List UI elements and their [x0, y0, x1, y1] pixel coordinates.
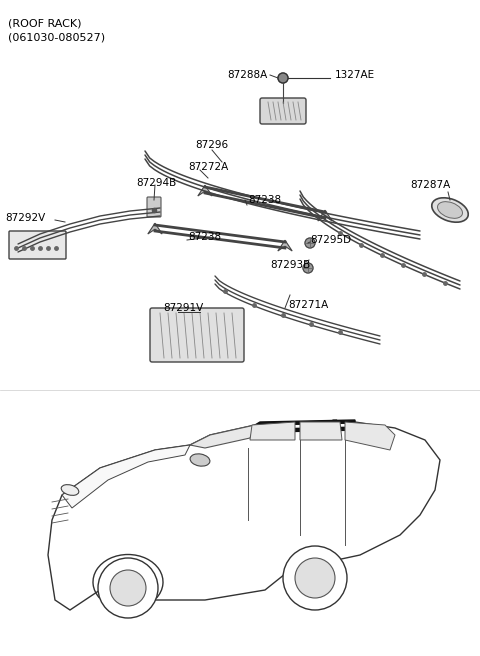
Polygon shape: [265, 427, 360, 435]
Text: (ROOF RACK): (ROOF RACK): [8, 18, 82, 28]
Polygon shape: [300, 422, 342, 440]
Text: 87295D: 87295D: [310, 235, 351, 245]
Polygon shape: [278, 240, 292, 251]
Text: 87288A: 87288A: [228, 70, 268, 80]
Polygon shape: [250, 422, 295, 440]
Text: 87296: 87296: [195, 140, 228, 150]
Polygon shape: [48, 422, 440, 610]
Circle shape: [98, 558, 158, 618]
Polygon shape: [285, 422, 292, 425]
Text: 87291V: 87291V: [163, 303, 203, 313]
Ellipse shape: [432, 198, 468, 222]
Ellipse shape: [61, 485, 79, 495]
Polygon shape: [318, 210, 332, 221]
Text: (061030-080527): (061030-080527): [8, 32, 105, 42]
Polygon shape: [62, 445, 190, 508]
Text: 1327AE: 1327AE: [335, 70, 375, 80]
Polygon shape: [255, 420, 355, 428]
Text: 87294B: 87294B: [136, 178, 176, 188]
Text: 87272A: 87272A: [188, 162, 228, 172]
Polygon shape: [345, 422, 395, 450]
Circle shape: [283, 546, 347, 610]
Polygon shape: [148, 223, 162, 234]
FancyBboxPatch shape: [147, 197, 161, 217]
Polygon shape: [330, 420, 337, 423]
Text: 87271A: 87271A: [288, 300, 328, 310]
Text: 87292V: 87292V: [5, 213, 45, 223]
Circle shape: [295, 558, 335, 598]
Ellipse shape: [190, 454, 210, 466]
Text: 87293B: 87293B: [270, 260, 310, 270]
Circle shape: [305, 238, 315, 248]
Ellipse shape: [437, 201, 463, 218]
Polygon shape: [198, 185, 212, 196]
Text: 87238: 87238: [188, 232, 221, 242]
Text: 87238: 87238: [248, 195, 281, 205]
Text: 87287A: 87287A: [410, 180, 450, 190]
Circle shape: [278, 73, 288, 83]
Polygon shape: [190, 425, 255, 448]
Circle shape: [303, 263, 313, 273]
FancyBboxPatch shape: [150, 308, 244, 362]
FancyBboxPatch shape: [260, 98, 306, 124]
FancyBboxPatch shape: [9, 231, 66, 259]
Circle shape: [110, 570, 146, 606]
